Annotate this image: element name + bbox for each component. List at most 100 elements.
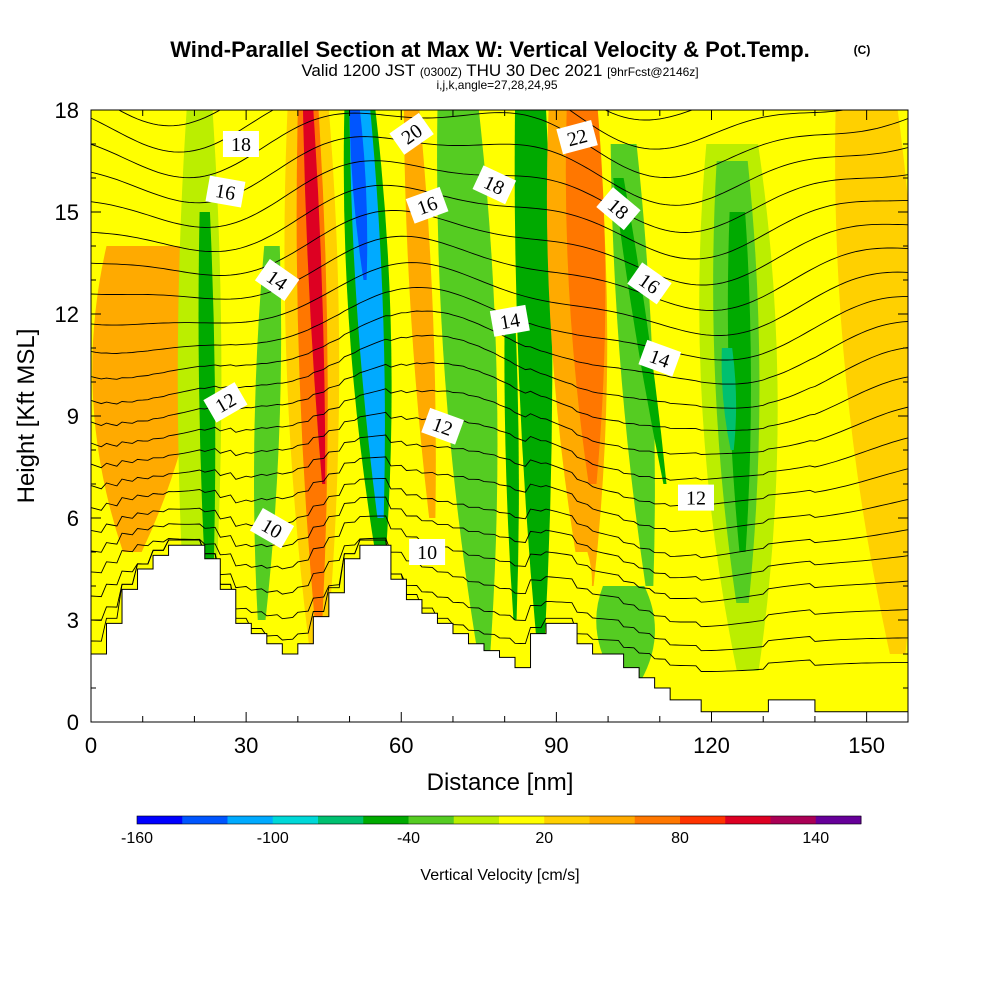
colorbar-tick-label: 80 bbox=[671, 830, 689, 847]
x-axis: 0 30 60 90 120 150 bbox=[85, 110, 885, 758]
y-tick-label: 3 bbox=[67, 608, 79, 633]
colorbar-swatch bbox=[499, 816, 545, 824]
x-tick-label: 150 bbox=[848, 733, 885, 758]
velocity-band-24 bbox=[551, 552, 593, 637]
contour-label-text: 18 bbox=[231, 134, 251, 156]
colorbar-swatch bbox=[680, 816, 726, 824]
theta-contour-15 bbox=[91, 235, 908, 311]
contour-label-box bbox=[222, 131, 259, 157]
contour-label-11: 22 bbox=[556, 119, 598, 155]
colorbar-swatch bbox=[363, 816, 409, 824]
subtitle-valid: Valid 1200 JST bbox=[301, 61, 415, 80]
colorbar-swatch bbox=[182, 816, 228, 824]
colorbar-swatch bbox=[544, 816, 590, 824]
subtitle-date: THU 30 Dec 2021 bbox=[466, 61, 602, 80]
terrain-mask bbox=[91, 544, 908, 722]
contour-label-box bbox=[254, 259, 300, 301]
y-axis: 0 3 6 9 12 15 18 bbox=[55, 98, 908, 735]
y-tick-label: 9 bbox=[67, 404, 79, 429]
y-tick-label: 0 bbox=[67, 710, 79, 735]
theta-contour-2 bbox=[91, 537, 908, 628]
x-tick-label: 120 bbox=[693, 733, 730, 758]
colorbar-tick-label: -160 bbox=[121, 830, 153, 847]
contour-label-7: 12 bbox=[421, 407, 464, 445]
contour-label-box bbox=[249, 507, 295, 549]
contour-label-box bbox=[489, 304, 530, 337]
contour-label-text: 16 bbox=[214, 180, 238, 205]
subtitle-utc: (0300Z) bbox=[420, 65, 462, 79]
chart-subtitle-indices: i,j,k,angle=27,28,24,95 bbox=[436, 78, 557, 92]
colorbar-label: Vertical Velocity [cm/s] bbox=[420, 867, 579, 884]
contour-label-10: 14 bbox=[489, 304, 530, 337]
subtitle-forecast: [9hrFcst@2146z] bbox=[607, 65, 699, 79]
colorbar-swatch bbox=[725, 816, 771, 824]
theta-contour-1 bbox=[91, 539, 908, 652]
velocity-band-22 bbox=[835, 110, 908, 654]
contour-label-6: 16 bbox=[405, 186, 449, 224]
chart-title: Wind-Parallel Section at Max W: Vertical… bbox=[170, 37, 810, 62]
contour-label-box bbox=[405, 186, 449, 224]
theta-contour-9 bbox=[91, 388, 908, 455]
contour-label-text: 14 bbox=[498, 309, 522, 334]
x-tick-label: 90 bbox=[544, 733, 568, 758]
contour-label-box bbox=[389, 112, 434, 155]
colorbar-tick-label: -40 bbox=[397, 830, 420, 847]
colorbar-swatch bbox=[815, 816, 862, 824]
contour-label-8: 10 bbox=[409, 539, 446, 565]
colorbar-swatch bbox=[408, 816, 455, 824]
chart-subtitle: Valid 1200 JST (0300Z) THU 30 Dec 2021 [… bbox=[301, 61, 698, 80]
contour-label-text: 12 bbox=[686, 488, 706, 510]
velocity-band-2 bbox=[198, 212, 216, 620]
theta-contour-7 bbox=[91, 434, 908, 507]
colorbar-swatch bbox=[272, 816, 319, 824]
velocity-band-15 bbox=[565, 110, 606, 484]
colorbar-swatch bbox=[227, 816, 274, 824]
theta-contour-14 bbox=[91, 262, 908, 336]
y-tick-label: 18 bbox=[55, 98, 79, 123]
contour-label-box bbox=[472, 165, 517, 205]
contour-label-14: 14 bbox=[638, 339, 682, 377]
contour-label-box bbox=[638, 339, 682, 377]
contour-label-2: 14 bbox=[254, 259, 300, 301]
velocity-band-16 bbox=[610, 144, 655, 586]
contour-label-box bbox=[205, 175, 246, 208]
velocity-band-17 bbox=[613, 178, 667, 484]
theta-contour-4 bbox=[91, 496, 908, 581]
contour-label-0: 18 bbox=[222, 131, 259, 157]
y-axis-label: Height [Kft MSL] bbox=[13, 329, 40, 504]
x-tick-label: 0 bbox=[85, 733, 97, 758]
colorbar: -160 -100 -40 20 80 140 bbox=[121, 815, 862, 847]
velocity-band-6 bbox=[303, 110, 326, 484]
colorbar-swatch bbox=[589, 816, 636, 824]
theta-contour-3 bbox=[91, 515, 908, 603]
contour-label-15: 12 bbox=[677, 484, 714, 511]
theta-contour-16 bbox=[91, 210, 908, 286]
colorbar-tick-label: 140 bbox=[802, 830, 829, 847]
velocity-band-9 bbox=[349, 110, 368, 280]
colorbar-tick-label: 20 bbox=[535, 830, 553, 847]
y-tick-label: 15 bbox=[55, 200, 79, 225]
chart-title-mark: (C) bbox=[854, 43, 871, 57]
x-tick-label: 30 bbox=[234, 733, 258, 758]
contour-label-box bbox=[203, 382, 248, 423]
colorbar-swatch bbox=[137, 816, 183, 824]
contour-label-box bbox=[596, 187, 641, 231]
contour-label-box bbox=[627, 262, 672, 305]
colorbar-tick-label: -100 bbox=[257, 830, 289, 847]
velocity-band-12 bbox=[514, 110, 553, 654]
velocity-band-21 bbox=[721, 348, 737, 450]
contour-label-box bbox=[677, 484, 714, 511]
theta-contour-20 bbox=[91, 112, 908, 179]
colorbar-swatch bbox=[634, 816, 681, 824]
contour-label-box bbox=[556, 119, 598, 155]
colorbar-swatch bbox=[453, 816, 500, 824]
x-tick-label: 60 bbox=[389, 733, 413, 758]
colorbar-frame bbox=[136, 815, 862, 825]
theta-contour-17 bbox=[91, 184, 908, 260]
contour-label-box bbox=[409, 539, 446, 565]
colorbar-swatch bbox=[770, 816, 817, 824]
contour-label-text: 10 bbox=[417, 542, 437, 564]
y-tick-label: 12 bbox=[55, 302, 79, 327]
